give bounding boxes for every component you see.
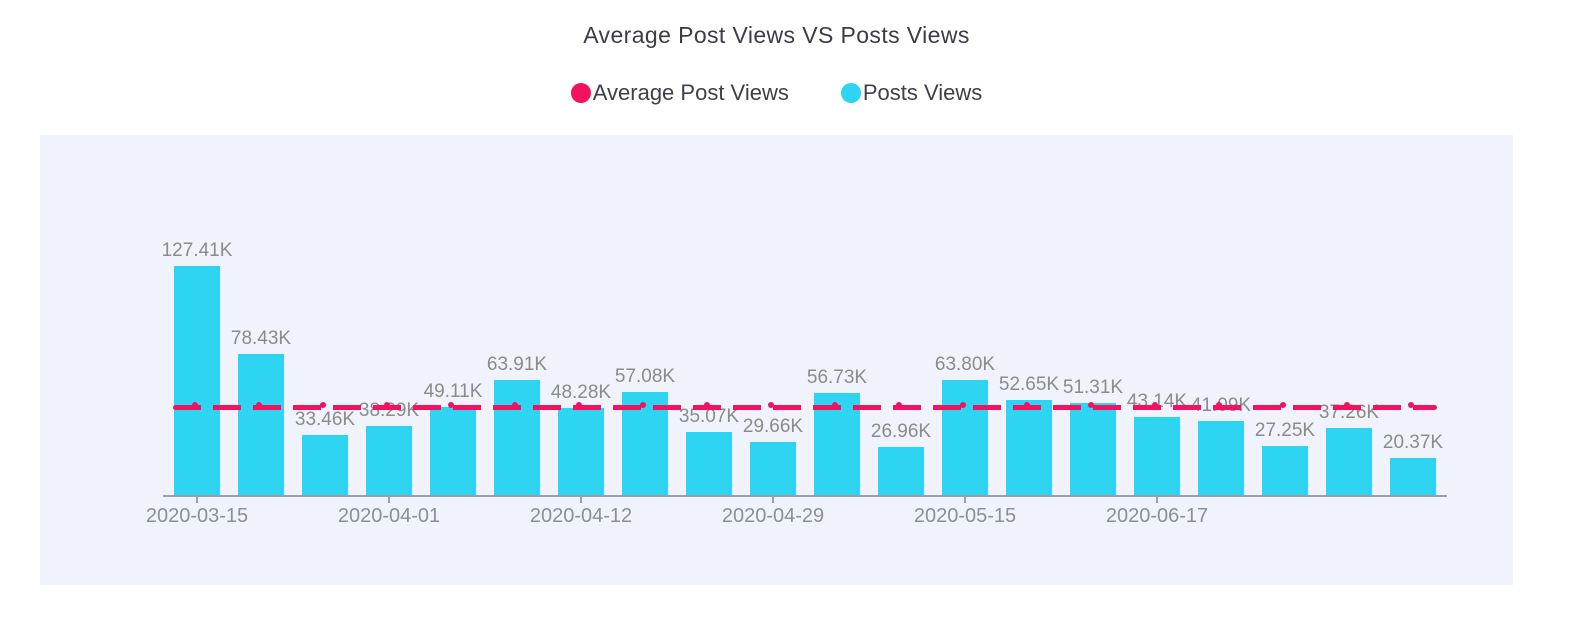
average-marker-15[interactable]: [1088, 402, 1094, 408]
average-marker-20[interactable]: [1408, 402, 1414, 408]
bar-value-label-11: 56.73K: [806, 367, 868, 388]
average-marker-17[interactable]: [1216, 402, 1222, 408]
x-axis-label-2020-05-15: 2020-05-15: [913, 505, 1017, 527]
average-marker-5[interactable]: [448, 402, 454, 408]
bar-value-label-7: 48.28K: [550, 382, 612, 403]
bar-15[interactable]: [1070, 403, 1116, 495]
bar-value-label-5: 49.11K: [423, 381, 483, 402]
bar-18[interactable]: [1262, 446, 1308, 495]
bar-value-label-13: 63.80K: [934, 354, 996, 375]
bar-1[interactable]: [174, 266, 220, 495]
average-marker-14[interactable]: [1024, 402, 1030, 408]
bar-20[interactable]: [1390, 458, 1436, 495]
bar-7[interactable]: [558, 408, 604, 495]
x-axis-label-2020-04-01: 2020-04-01: [337, 505, 441, 527]
average-marker-1[interactable]: [192, 402, 198, 408]
legend-swatch-posts-icon: [840, 83, 861, 103]
bar-11[interactable]: [814, 393, 860, 495]
plot-area: 127.41K 78.43K 33.46K 38.29K 49.11K 63.91K 48.…: [40, 135, 1513, 585]
average-marker-2[interactable]: [256, 402, 262, 408]
legend-label-posts: Posts Views: [862, 80, 983, 105]
average-marker-16[interactable]: [1152, 402, 1158, 408]
bar-9[interactable]: [686, 432, 732, 495]
x-axis-tick-2020-03-15: [196, 497, 198, 503]
average-marker-12[interactable]: [896, 402, 902, 408]
bar-19[interactable]: [1326, 428, 1372, 495]
average-marker-18[interactable]: [1280, 402, 1286, 408]
average-marker-8[interactable]: [640, 402, 646, 408]
legend-item-posts-views[interactable]: Posts Views: [840, 80, 983, 106]
legend: Average Post Views Posts Views: [40, 80, 1513, 106]
average-marker-6[interactable]: [512, 402, 518, 408]
bar-value-label-18: 27.25K: [1254, 420, 1316, 441]
average-marker-11[interactable]: [832, 402, 838, 408]
bar-14[interactable]: [1006, 400, 1052, 495]
bar-10[interactable]: [750, 442, 796, 495]
x-axis-tick-2020-05-15: [964, 497, 966, 503]
chart-panel: 127.41K 78.43K 33.46K 38.29K 49.11K 63.91K 48.…: [40, 135, 1513, 585]
bar-value-label-12: 26.96K: [870, 421, 932, 442]
bar-5[interactable]: [430, 407, 476, 495]
x-axis-label-2020-03-15: 2020-03-15: [145, 505, 249, 527]
x-axis-tick-2020-04-12: [580, 497, 582, 503]
x-axis-label-2020-04-12: 2020-04-12: [529, 505, 633, 527]
bar-value-label-8: 57.08K: [614, 366, 676, 387]
average-marker-9[interactable]: [704, 402, 710, 408]
average-marker-7[interactable]: [576, 402, 582, 408]
bar-value-label-9: 35.07K: [678, 406, 740, 427]
bar-value-label-15: 51.31K: [1062, 377, 1124, 398]
bar-13[interactable]: [942, 380, 988, 495]
legend-swatch-average-icon: [570, 83, 591, 103]
average-marker-19[interactable]: [1344, 402, 1350, 408]
bar-2[interactable]: [238, 354, 284, 495]
x-axis-tick-2020-04-01: [388, 497, 390, 503]
bar-value-label-1: 127.41K: [161, 240, 233, 261]
bar-17[interactable]: [1198, 421, 1244, 495]
average-marker-13[interactable]: [960, 402, 966, 408]
x-axis-tick-2020-06-17: [1156, 497, 1158, 503]
bar-value-label-20: 20.37K: [1382, 432, 1444, 453]
bar-3[interactable]: [302, 435, 348, 495]
legend-label-average: Average Post Views: [592, 80, 789, 105]
x-axis-line: [163, 495, 1447, 497]
x-axis-label-2020-04-29: 2020-04-29: [721, 505, 825, 527]
bar-value-label-3: 33.46K: [294, 409, 356, 430]
average-marker-3[interactable]: [320, 402, 326, 408]
average-marker-4[interactable]: [384, 402, 390, 408]
bar-value-label-2: 78.43K: [230, 328, 292, 349]
bar-value-label-6: 63.91K: [486, 354, 548, 375]
bar-value-label-10: 29.66K: [742, 416, 804, 437]
bar-6[interactable]: [494, 380, 540, 495]
bar-12[interactable]: [878, 447, 924, 495]
x-axis-label-2020-06-17: 2020-06-17: [1105, 505, 1209, 527]
x-axis-tick-2020-04-29: [772, 497, 774, 503]
chart-title: Average Post Views VS Posts Views: [583, 22, 970, 48]
average-marker-10[interactable]: [768, 402, 774, 408]
average-post-views-line[interactable]: [173, 405, 1437, 410]
bar-4[interactable]: [366, 426, 412, 495]
bar-value-label-14: 52.65K: [998, 374, 1060, 395]
bar-16[interactable]: [1134, 417, 1180, 495]
legend-item-average-post-views[interactable]: Average Post Views: [570, 80, 789, 106]
